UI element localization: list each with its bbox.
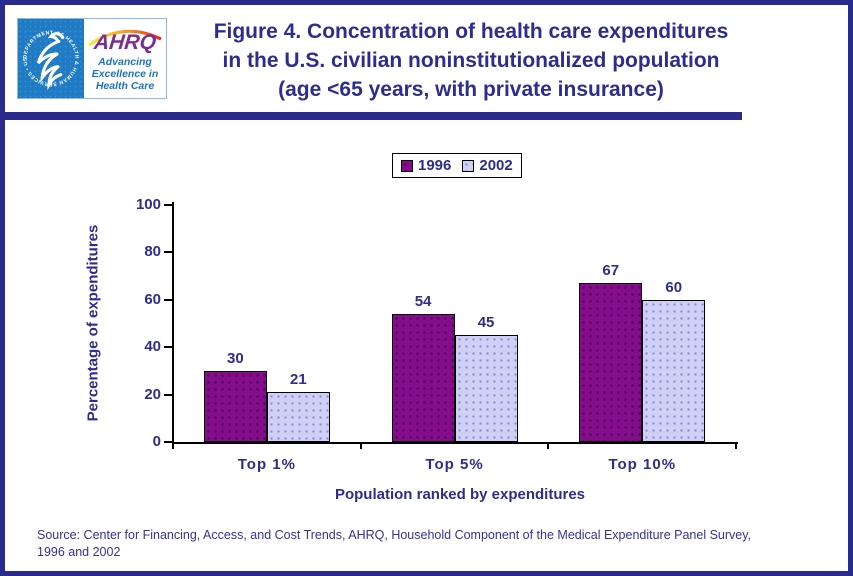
hhs-eagle-icon: DEPARTMENT OF HEALTH & HUMAN SERVICES • … [18, 19, 79, 91]
chart-legend: 1996 2002 [392, 153, 522, 178]
x-axis-line [172, 442, 738, 444]
y-tick-mark [164, 251, 173, 253]
bar [642, 299, 706, 442]
ahrq-tagline: Advancing Excellence in Health Care [84, 56, 166, 92]
chart-plot: Percentage of expenditures Population ra… [5, 5, 848, 571]
bar-value-label: 45 [477, 314, 495, 332]
ahrq-logo-block: AHRQ Advancing Excellence in Health Care [84, 19, 166, 98]
y-tick-mark [164, 393, 173, 396]
bar-value-label: 67 [602, 261, 620, 279]
bar [579, 282, 643, 442]
category-label: Top 5% [425, 456, 484, 473]
category-label: Top 1% [237, 456, 296, 473]
bar [454, 335, 518, 442]
bar-value-label: 21 [290, 371, 307, 389]
legend-item-1996: 1996 [401, 157, 451, 174]
title-line-3: (age <65 years, with private insurance) [278, 78, 664, 101]
x-axis-title: Population ranked by expenditures [334, 486, 586, 503]
ahrq-tagline-line-3: Health Care [95, 80, 155, 92]
source-line-2: 1996 and 2002 [37, 545, 121, 559]
bar [391, 313, 455, 442]
bar [266, 392, 330, 442]
source-note: Source: Center for Financing, Access, an… [37, 527, 817, 561]
y-axis-line [172, 202, 174, 444]
y-tick-mark [164, 441, 173, 443]
legend-label-2002: 2002 [479, 157, 513, 174]
title-line-2: in the U.S. civilian noninstitutionalize… [222, 49, 720, 72]
title-divider [5, 112, 742, 120]
y-tick-label: 100 [135, 195, 161, 213]
bar-value-label: 30 [227, 349, 244, 367]
bar-value-label: 54 [414, 292, 432, 310]
figure-title: Figure 4. Concentration of health care e… [165, 17, 777, 104]
x-tick-mark [359, 442, 362, 449]
ahrq-tagline-line-2: Excellence in [91, 68, 159, 80]
ahrq-arc-icon [88, 29, 162, 47]
y-tick-mark [164, 346, 173, 348]
y-tick-mark [164, 203, 173, 206]
hhs-logo-block: DEPARTMENT OF HEALTH & HUMAN SERVICES • … [18, 19, 84, 98]
y-tick-label: 60 [144, 290, 161, 308]
legend-swatch-1996 [401, 159, 413, 172]
y-tick-label: 80 [144, 243, 161, 260]
legend-swatch-2002 [462, 159, 475, 172]
ahrq-tagline-line-1: Advancing [98, 56, 152, 68]
bar-value-label: 60 [665, 278, 683, 296]
y-axis-title: Percentage of expenditures [84, 224, 102, 422]
title-line-1: Figure 4. Concentration of health care e… [213, 20, 729, 43]
legend-item-2002: 2002 [462, 157, 513, 174]
y-tick-label: 40 [144, 338, 161, 355]
x-tick-mark [172, 442, 174, 449]
bar [203, 370, 267, 442]
legend-label-1996: 1996 [418, 157, 452, 174]
y-tick-label: 20 [144, 385, 161, 403]
y-tick-label: 0 [152, 433, 161, 450]
category-label: Top 10% [608, 456, 677, 473]
x-tick-mark [735, 442, 738, 449]
x-tick-mark [547, 442, 550, 449]
agency-logo: DEPARTMENT OF HEALTH & HUMAN SERVICES • … [17, 18, 167, 99]
y-tick-mark [164, 298, 173, 301]
source-line-1: Source: Center for Financing, Access, an… [37, 528, 752, 542]
